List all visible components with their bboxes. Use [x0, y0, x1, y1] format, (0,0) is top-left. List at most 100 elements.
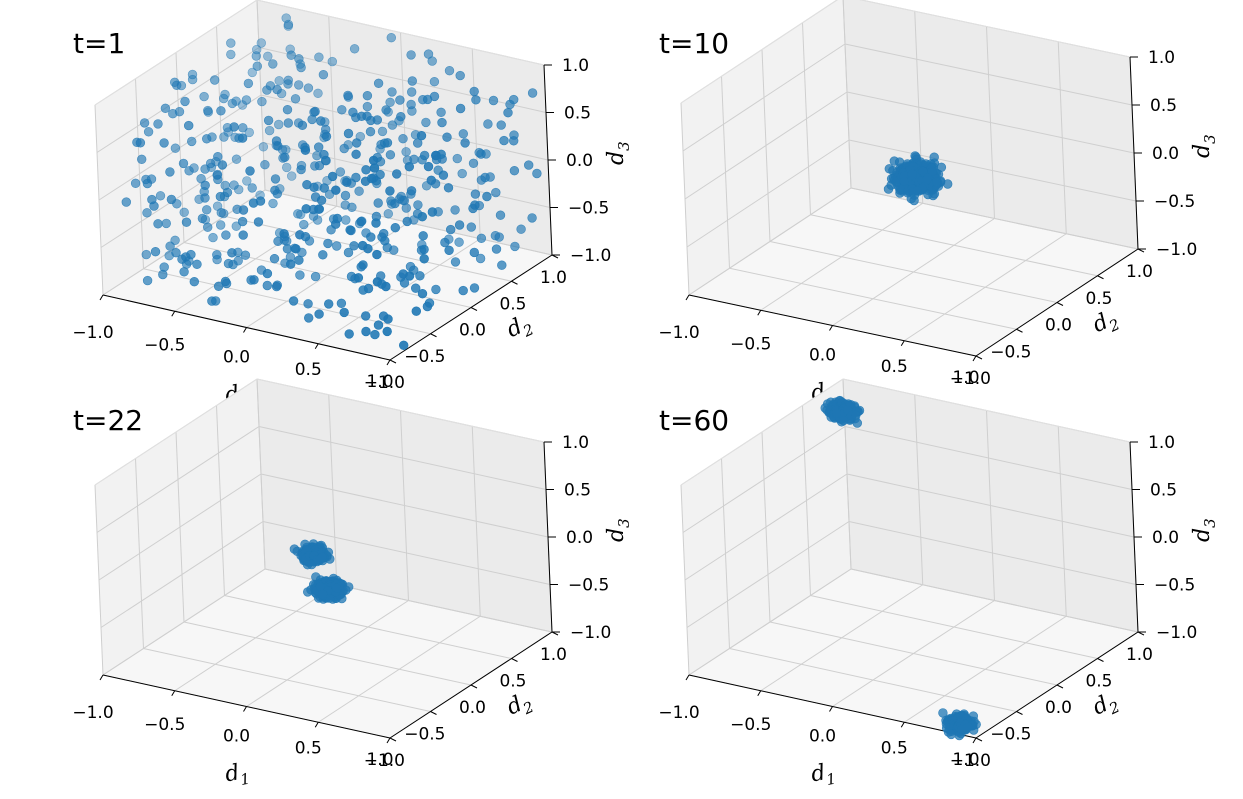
data-point	[231, 221, 242, 231]
data-point	[309, 182, 319, 193]
data-point	[390, 223, 400, 233]
y-tick	[430, 333, 437, 338]
data-point	[343, 128, 354, 139]
data-point	[353, 273, 364, 283]
data-point	[248, 198, 259, 208]
data-point	[372, 249, 382, 260]
x-tick	[829, 325, 833, 331]
data-point	[503, 107, 513, 118]
grid-line	[183, 621, 472, 686]
data-point	[443, 183, 454, 193]
data-point	[314, 142, 324, 152]
data-point	[137, 154, 147, 165]
data-point	[283, 79, 293, 89]
y-axis-label: d2	[503, 688, 537, 724]
data-point	[418, 231, 428, 241]
y-tick-label: 1.0	[540, 645, 567, 665]
z-axis-label: d3	[604, 518, 633, 542]
data-point	[909, 195, 919, 206]
data-point	[253, 217, 264, 227]
data-point	[417, 212, 427, 222]
data-point	[351, 149, 361, 160]
pane-edge	[680, 0, 838, 104]
y-tick-label: 0.5	[1085, 672, 1112, 692]
data-point	[380, 236, 390, 246]
data-point	[295, 270, 305, 280]
z-axis-label: d3	[1190, 518, 1219, 542]
x-tick	[99, 674, 104, 681]
y-tick	[511, 280, 518, 285]
data-point	[252, 61, 262, 71]
data-point	[216, 208, 227, 218]
data-point	[385, 97, 395, 108]
data-point	[475, 253, 486, 264]
x-tick	[829, 706, 833, 712]
data-point	[883, 184, 894, 194]
data-point	[392, 169, 402, 179]
data-point	[172, 80, 182, 91]
data-point	[450, 205, 460, 215]
data-point	[170, 143, 181, 153]
data-point	[294, 255, 304, 265]
data-point	[458, 129, 468, 139]
data-point	[323, 238, 333, 249]
data-point	[387, 87, 397, 97]
grid-line	[317, 615, 481, 723]
data-point	[317, 552, 327, 563]
z-tick-label: 0.5	[564, 481, 591, 501]
data-point	[289, 544, 300, 554]
grid-line	[96, 426, 260, 533]
y-tick-label: 1.0	[1126, 262, 1153, 282]
data-point	[411, 283, 421, 293]
data-point	[339, 143, 349, 154]
data-point	[401, 203, 411, 213]
data-point	[496, 120, 506, 130]
data-point	[301, 204, 311, 214]
z-tick-label: 1.0	[1148, 433, 1175, 453]
data-point	[263, 115, 274, 126]
x-tick-label: −1.0	[72, 323, 113, 343]
data-point	[499, 135, 509, 146]
data-point	[390, 198, 400, 209]
data-point	[242, 176, 252, 186]
data-point	[963, 722, 973, 732]
panel-title: t=60	[659, 404, 729, 437]
data-point	[200, 193, 210, 203]
data-point	[262, 85, 272, 95]
scatter-points	[289, 539, 354, 604]
data-point	[290, 94, 301, 104]
z-tick-label: 0.0	[566, 528, 593, 548]
grid-line	[224, 595, 512, 659]
data-point	[318, 250, 328, 260]
data-point	[407, 76, 417, 86]
data-point	[229, 180, 239, 190]
data-point	[187, 74, 198, 85]
data-point	[344, 329, 354, 339]
data-point	[354, 186, 364, 196]
data-point	[149, 201, 159, 211]
data-point	[483, 119, 493, 129]
data-point	[219, 132, 229, 142]
y-tick	[1056, 302, 1064, 306]
data-point	[406, 99, 416, 110]
data-point	[168, 108, 178, 119]
data-point	[282, 162, 292, 173]
data-point	[303, 299, 313, 309]
data-point	[216, 106, 226, 116]
data-point	[339, 307, 349, 318]
data-point	[203, 222, 213, 232]
data-point	[142, 178, 153, 189]
data-point	[396, 111, 406, 122]
y-tick	[1097, 658, 1104, 662]
grid-line	[256, 378, 266, 570]
z-tick-label: −0.5	[1154, 192, 1195, 212]
z-tick-label: −1.0	[570, 623, 611, 643]
grid-line	[810, 595, 1098, 659]
y-tick	[470, 307, 478, 311]
data-point	[142, 275, 153, 286]
data-point	[319, 149, 329, 160]
y-axis-label: d2	[1089, 305, 1123, 341]
grid-line	[256, 0, 266, 191]
data-point	[838, 415, 849, 426]
data-point	[444, 245, 454, 256]
